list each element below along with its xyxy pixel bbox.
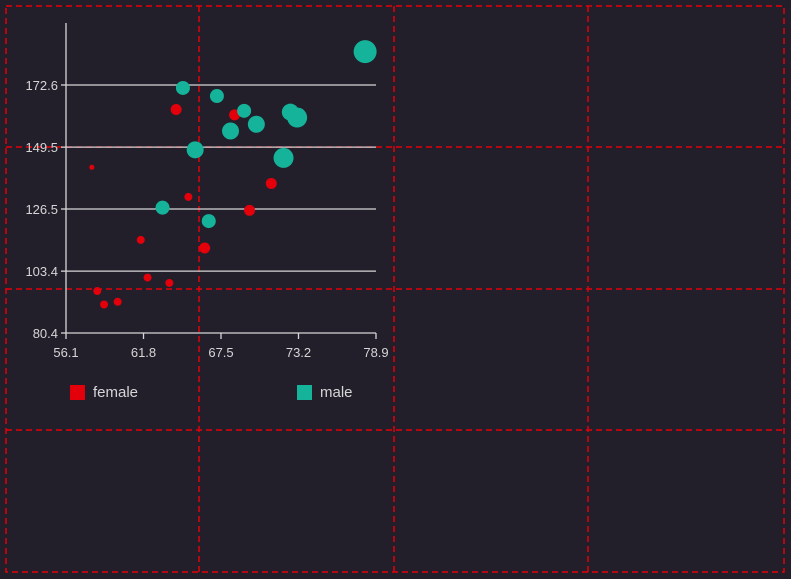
data-point-male-10[interactable] bbox=[287, 107, 308, 128]
y-tick-label: 126.5 bbox=[25, 202, 58, 217]
legend-item-male[interactable]: male bbox=[297, 384, 353, 401]
data-point-male-0[interactable] bbox=[155, 200, 170, 215]
legend-label-female: female bbox=[93, 384, 139, 401]
x-tick-label: 67.5 bbox=[208, 345, 233, 360]
data-point-male-3[interactable] bbox=[201, 214, 216, 229]
legend-label-male: male bbox=[320, 384, 353, 401]
y-tick-label: 103.4 bbox=[25, 264, 58, 279]
data-point-male-6[interactable] bbox=[237, 103, 252, 118]
legend-swatch-female bbox=[70, 385, 85, 400]
x-tick-label: 73.2 bbox=[286, 345, 311, 360]
y-tick-label: 172.6 bbox=[25, 78, 58, 93]
data-point-female-0[interactable] bbox=[89, 164, 95, 170]
data-point-female-3[interactable] bbox=[113, 297, 122, 306]
data-point-female-2[interactable] bbox=[100, 300, 109, 309]
data-point-male-4[interactable] bbox=[209, 89, 224, 104]
data-point-female-6[interactable] bbox=[165, 278, 174, 287]
data-point-female-4[interactable] bbox=[136, 235, 145, 244]
data-point-male-5[interactable] bbox=[222, 122, 240, 140]
data-point-female-9[interactable] bbox=[199, 242, 211, 254]
data-point-female-8[interactable] bbox=[184, 192, 193, 201]
data-point-male-2[interactable] bbox=[186, 141, 204, 159]
data-point-female-5[interactable] bbox=[143, 273, 152, 282]
data-point-female-1[interactable] bbox=[93, 287, 102, 296]
legend-swatch-male bbox=[297, 385, 312, 400]
x-tick-label: 56.1 bbox=[53, 345, 78, 360]
data-point-male-7[interactable] bbox=[247, 115, 265, 133]
y-tick-label: 80.4 bbox=[33, 326, 58, 341]
x-tick-label: 61.8 bbox=[131, 345, 156, 360]
x-tick-label: 78.9 bbox=[363, 345, 388, 360]
data-point-female-12[interactable] bbox=[265, 177, 277, 189]
data-point-female-7[interactable] bbox=[170, 103, 182, 115]
legend-item-female[interactable]: female bbox=[70, 384, 138, 401]
data-point-male-11[interactable] bbox=[353, 40, 377, 64]
data-point-male-8[interactable] bbox=[273, 147, 294, 168]
data-point-male-1[interactable] bbox=[175, 80, 190, 95]
y-tick-label: 149.5 bbox=[25, 140, 58, 155]
data-point-female-11[interactable] bbox=[244, 204, 256, 216]
